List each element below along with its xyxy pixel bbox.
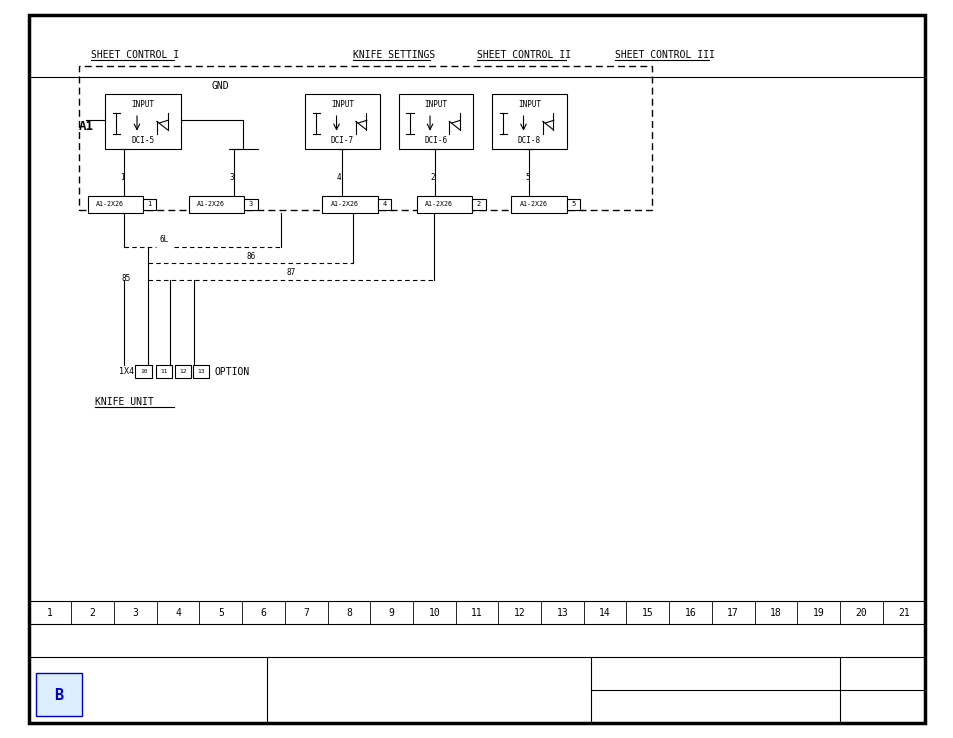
Text: 3: 3 xyxy=(132,607,138,618)
Text: INPUT: INPUT xyxy=(517,100,540,108)
Text: INPUT: INPUT xyxy=(424,100,447,108)
Text: 4: 4 xyxy=(382,201,386,207)
Bar xyxy=(377,199,391,210)
Text: 10: 10 xyxy=(428,607,439,618)
Text: 20: 20 xyxy=(855,607,866,618)
Text: 4: 4 xyxy=(336,173,340,182)
Text: A1-2X26: A1-2X26 xyxy=(96,201,124,207)
Text: A1-2X26: A1-2X26 xyxy=(425,201,453,207)
Text: 17: 17 xyxy=(726,607,739,618)
Text: 9: 9 xyxy=(388,607,395,618)
Text: OPTION: OPTION xyxy=(214,367,250,377)
Text: A1-2X26: A1-2X26 xyxy=(519,201,547,207)
Text: 85: 85 xyxy=(121,275,131,283)
Text: 1: 1 xyxy=(120,173,124,182)
Text: 5: 5 xyxy=(571,201,575,207)
Text: 12: 12 xyxy=(179,370,186,374)
Bar xyxy=(143,199,156,210)
Bar xyxy=(79,66,651,210)
Bar xyxy=(189,196,244,213)
Text: 1X4: 1X4 xyxy=(118,368,133,376)
Text: SHEET CONTROL I: SHEET CONTROL I xyxy=(91,50,178,61)
Bar xyxy=(88,196,143,213)
Text: 2: 2 xyxy=(431,173,435,182)
Text: 15: 15 xyxy=(641,607,653,618)
Text: 11: 11 xyxy=(471,607,482,618)
Text: DCI-8: DCI-8 xyxy=(517,137,540,145)
Text: DCI-6: DCI-6 xyxy=(424,137,447,145)
Text: 3: 3 xyxy=(249,201,253,207)
Text: 8: 8 xyxy=(346,607,352,618)
Text: 2: 2 xyxy=(90,607,95,618)
Text: 3: 3 xyxy=(230,173,233,182)
Text: INPUT: INPUT xyxy=(331,100,354,108)
Text: A1-2X26: A1-2X26 xyxy=(331,201,358,207)
Text: B: B xyxy=(54,688,64,703)
Bar xyxy=(105,94,181,149)
Text: 5: 5 xyxy=(217,607,224,618)
Text: SHEET CONTROL III: SHEET CONTROL III xyxy=(615,50,715,61)
Text: 6L: 6L xyxy=(159,235,169,244)
Bar xyxy=(135,365,152,378)
Bar xyxy=(305,94,379,149)
Text: 19: 19 xyxy=(812,607,823,618)
Bar xyxy=(155,365,172,378)
Text: 2: 2 xyxy=(476,201,480,207)
Text: DCI-5: DCI-5 xyxy=(132,137,154,145)
Text: GND: GND xyxy=(212,80,229,91)
Bar xyxy=(472,199,485,210)
Text: A1: A1 xyxy=(79,120,94,134)
Text: 14: 14 xyxy=(598,607,610,618)
Text: 87: 87 xyxy=(286,269,295,277)
Bar xyxy=(322,196,377,213)
Bar xyxy=(416,196,472,213)
Text: 18: 18 xyxy=(769,607,781,618)
Text: 5: 5 xyxy=(525,173,529,182)
Bar xyxy=(511,196,566,213)
Bar xyxy=(244,199,257,210)
Bar xyxy=(36,673,82,716)
Text: 7: 7 xyxy=(303,607,309,618)
Text: 13: 13 xyxy=(197,370,204,374)
Text: 10: 10 xyxy=(140,370,147,374)
Text: 13: 13 xyxy=(556,607,568,618)
Text: 1: 1 xyxy=(148,201,152,207)
Bar xyxy=(398,94,473,149)
Text: 16: 16 xyxy=(684,607,696,618)
Text: A1-2X26: A1-2X26 xyxy=(197,201,225,207)
Bar xyxy=(492,94,566,149)
Text: INPUT: INPUT xyxy=(132,100,154,108)
Text: 12: 12 xyxy=(514,607,525,618)
Text: 11: 11 xyxy=(160,370,167,374)
Bar xyxy=(193,365,209,378)
Text: 1: 1 xyxy=(47,607,52,618)
Text: SHEET CONTROL II: SHEET CONTROL II xyxy=(476,50,571,61)
Text: DCI-7: DCI-7 xyxy=(331,137,354,145)
Text: KNIFE SETTINGS: KNIFE SETTINGS xyxy=(353,50,435,61)
Text: 21: 21 xyxy=(897,607,909,618)
Bar xyxy=(566,199,579,210)
Bar xyxy=(174,365,191,378)
Text: 6: 6 xyxy=(260,607,266,618)
Text: 4: 4 xyxy=(175,607,181,618)
Text: 86: 86 xyxy=(246,252,255,261)
Text: KNIFE UNIT: KNIFE UNIT xyxy=(95,397,154,407)
